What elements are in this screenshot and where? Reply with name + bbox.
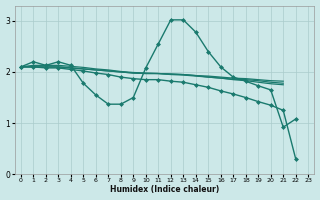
X-axis label: Humidex (Indice chaleur): Humidex (Indice chaleur)	[110, 185, 219, 194]
